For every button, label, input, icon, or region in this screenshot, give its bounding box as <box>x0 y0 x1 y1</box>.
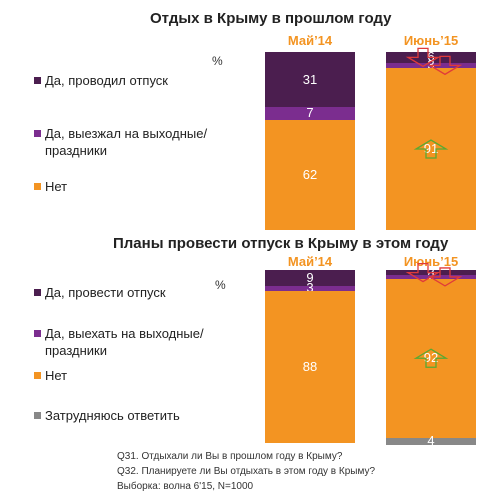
chart1-percent-sign: % <box>212 54 223 68</box>
chart2-header-may14: Май’14 <box>287 254 333 269</box>
chart1-arrow-down-weekend-icon <box>427 55 463 76</box>
legend-swatch-unsure <box>34 412 41 419</box>
chart2-segment-no-1 <box>386 278 476 438</box>
chart2-legend-no-label: Нет <box>45 368 68 383</box>
chart2-legend-unsure-label: Затрудняюсь ответить <box>45 408 180 423</box>
chart2-segment-no-0 <box>265 290 355 443</box>
chart1-arrow-up-no-icon <box>413 139 449 159</box>
chart2-legend-yes: Да, провести отпуск <box>34 284 224 301</box>
chart2-segment-unsure-1 <box>386 437 476 445</box>
chart1-legend-no: Нет <box>34 178 224 195</box>
footnote-q32: Q32. Планируете ли Вы отдыхать в этом го… <box>117 466 376 477</box>
chart2-bar-0: 9 3 88 <box>265 270 355 443</box>
chart2-segment-yes-0 <box>265 270 355 286</box>
legend-swatch-yes <box>34 289 41 296</box>
chart1-segment-weekend-0 <box>265 107 355 120</box>
chart2-segment-weekend-0 <box>265 285 355 291</box>
footnote-sample: Выборка: волна 6'15, N=1000 <box>117 481 254 492</box>
legend-swatch-no <box>34 372 41 379</box>
chart2-legend-weekend: Да, выехать на выходные/праздники <box>34 325 224 359</box>
chart2-percent-sign: % <box>215 278 226 292</box>
legend-swatch-no <box>34 183 41 190</box>
chart2-legend-no: Нет <box>34 367 224 384</box>
chart1-segment-no-0 <box>265 119 355 230</box>
chart1-header-may14: Май’14 <box>287 33 333 48</box>
chart2-arrow-down-weekend-icon <box>427 267 463 287</box>
legend-swatch-yes <box>34 77 41 84</box>
chart1-legend-weekend-label: Да, выезжал на выходные/праздники <box>45 126 208 158</box>
chart1-legend-yes-label: Да, проводил отпуск <box>45 73 168 88</box>
chart1-arrow-down-yes-icon <box>405 47 441 68</box>
chart2-title: Планы провести отпуск в Крыму в этом год… <box>113 235 449 252</box>
chart1-title: Отдых в Крыму в прошлом году <box>150 10 392 27</box>
chart1-legend-yes: Да, проводил отпуск <box>34 72 224 89</box>
chart2-legend-yes-label: Да, провести отпуск <box>45 285 166 300</box>
chart1-legend-weekend: Да, выезжал на выходные/праздники <box>34 125 224 159</box>
footnote-q31: Q31. Отдыхали ли Вы в прошлом году в Кры… <box>117 451 343 462</box>
chart1-legend-no-label: Нет <box>45 179 68 194</box>
legend-swatch-weekend <box>34 130 41 137</box>
chart2-arrow-up-no-icon <box>413 348 449 368</box>
chart1-segment-yes-0 <box>265 52 355 108</box>
legend-swatch-weekend <box>34 330 41 337</box>
chart2-legend-weekend-label: Да, выехать на выходные/праздники <box>45 326 204 358</box>
chart1-header-jun15: Июнь’15 <box>403 33 459 48</box>
chart2-legend-unsure: Затрудняюсь ответить <box>34 407 224 424</box>
chart1-segment-no-1 <box>386 68 476 230</box>
